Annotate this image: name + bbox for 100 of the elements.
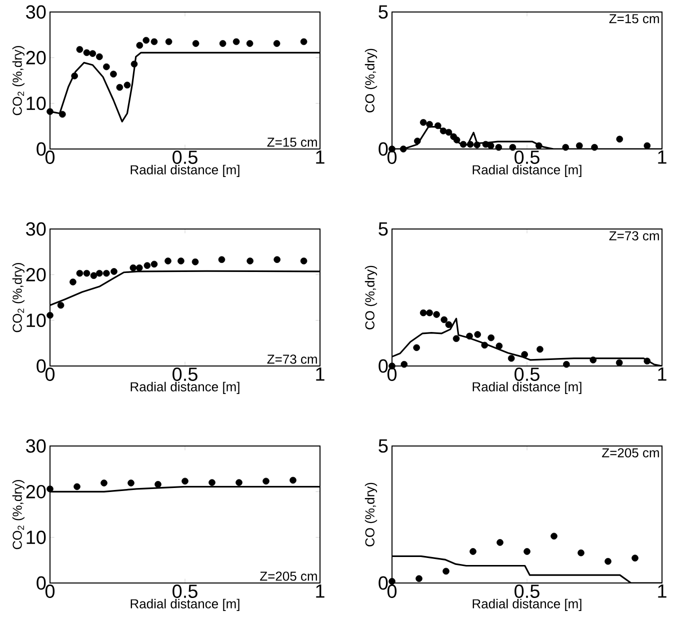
- y-tick-label: 30: [26, 222, 46, 236]
- y-tick-label: 10: [26, 96, 46, 110]
- point: [420, 309, 427, 316]
- x-axis-title: Radial distance [m]: [472, 598, 582, 611]
- point: [182, 478, 188, 485]
- point: [578, 549, 584, 556]
- point: [130, 264, 137, 272]
- point: [644, 358, 651, 364]
- point: [400, 146, 407, 152]
- point: [136, 264, 143, 272]
- point: [218, 256, 226, 263]
- point: [563, 360, 570, 368]
- point: [110, 268, 118, 275]
- point: [154, 480, 162, 488]
- point: [192, 40, 200, 47]
- point: [74, 483, 80, 490]
- point: [521, 351, 528, 358]
- point: [76, 270, 84, 277]
- point: [466, 140, 474, 148]
- point: [116, 84, 124, 91]
- point: [487, 142, 494, 150]
- point: [426, 120, 433, 128]
- point: [420, 119, 427, 126]
- x-tick-label: 0: [387, 584, 397, 598]
- x-tick-label: 1: [316, 368, 324, 381]
- point: [144, 262, 151, 269]
- point: [130, 60, 138, 68]
- point: [616, 136, 624, 143]
- x-axis-title: Radial distance [m]: [130, 598, 240, 611]
- point: [96, 270, 103, 277]
- point: [262, 478, 270, 485]
- y-tick-label: 5: [378, 222, 388, 236]
- point: [300, 258, 308, 264]
- x-tick-label: 0.5: [514, 150, 540, 164]
- point: [434, 122, 442, 130]
- x-axis-title: Radial distance [m]: [472, 382, 582, 394]
- point: [495, 144, 502, 151]
- point: [290, 476, 296, 484]
- y-tick-label: 20: [26, 50, 46, 64]
- point: [83, 49, 90, 56]
- point: [46, 486, 54, 492]
- y-tick-label: 5: [378, 439, 388, 453]
- x-tick-label: 0: [45, 368, 55, 381]
- point: [219, 40, 226, 47]
- y-axis-title: CO (%,dry): [364, 482, 378, 546]
- point: [535, 142, 542, 150]
- y-axis-title: CO (%,dry): [364, 266, 378, 330]
- point: [590, 356, 597, 364]
- point: [440, 128, 447, 134]
- point: [440, 316, 448, 324]
- point: [616, 359, 623, 366]
- point: [604, 558, 612, 565]
- point: [208, 479, 216, 486]
- point: [509, 144, 516, 151]
- point: [128, 480, 134, 486]
- y-tick-label: 10: [26, 314, 46, 328]
- point: [142, 36, 150, 44]
- point: [96, 53, 103, 60]
- point: [426, 309, 433, 316]
- point: [70, 278, 76, 286]
- point: [496, 539, 504, 546]
- point: [632, 554, 638, 562]
- point: [150, 260, 158, 268]
- point: [165, 38, 172, 46]
- y-tick-label: 5: [378, 5, 388, 19]
- point: [488, 334, 494, 342]
- point: [103, 63, 110, 70]
- y-axis-title: CO$_{2}$ (%,dry): [12, 46, 24, 116]
- x-axis-title: Radial distance [m]: [130, 382, 240, 394]
- point: [433, 311, 440, 318]
- point: [470, 548, 476, 555]
- y-axis-title: CO (%,dry): [364, 48, 378, 112]
- point: [466, 332, 473, 340]
- x-tick-label: 0.5: [172, 368, 198, 381]
- point: [481, 342, 488, 349]
- point: [71, 72, 78, 80]
- point: [246, 258, 254, 264]
- point: [400, 360, 408, 368]
- point: [89, 50, 96, 57]
- point: [273, 40, 280, 47]
- point: [192, 258, 199, 266]
- x-tick-label: 0.5: [514, 368, 540, 381]
- point: [445, 321, 452, 328]
- x-tick-label: 1: [658, 584, 666, 598]
- point: [453, 136, 460, 144]
- point: [59, 110, 66, 118]
- annotation: Z=205 cm: [260, 572, 317, 581]
- point: [474, 141, 480, 148]
- y-tick-label: 20: [26, 484, 46, 498]
- point: [83, 270, 90, 277]
- point: [460, 140, 467, 148]
- point: [57, 302, 64, 309]
- y-tick-label: 10: [26, 530, 46, 544]
- x-tick-label: 0.5: [514, 584, 540, 598]
- annotation: Z=15 cm: [267, 138, 317, 147]
- point: [562, 144, 570, 151]
- x-axis-title: Radial distance [m]: [130, 164, 240, 177]
- point: [445, 128, 452, 136]
- point: [536, 346, 544, 353]
- point: [524, 548, 530, 555]
